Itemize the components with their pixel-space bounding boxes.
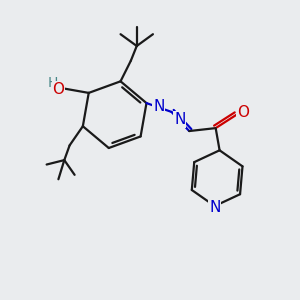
Text: N: N [153,98,164,113]
Text: N: N [209,200,220,215]
Text: H: H [47,76,58,90]
Text: O: O [52,82,64,97]
Text: O: O [237,105,249,120]
Text: N: N [174,112,185,127]
